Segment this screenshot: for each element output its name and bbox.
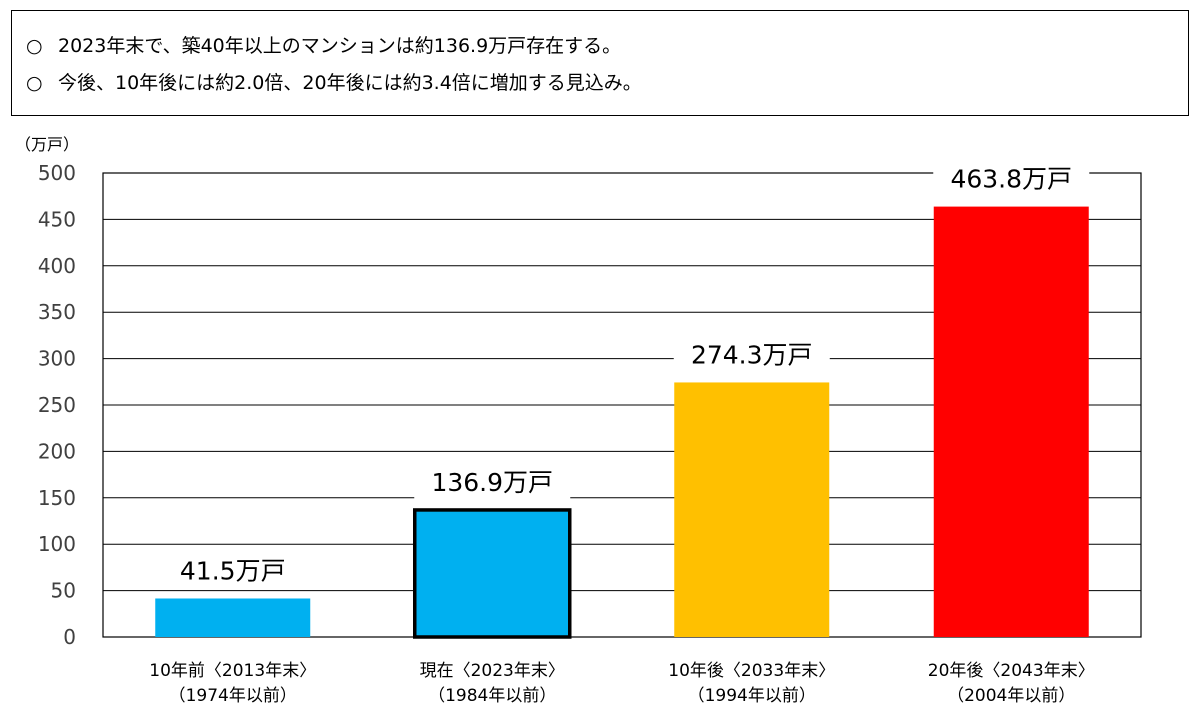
bullet-circle-icon: ○ [26, 35, 43, 57]
summary-text-2: 今後、10年後には約2.0倍、20年後には約3.4倍に増加する見込み。 [58, 72, 642, 94]
data-label-background [933, 160, 1090, 197]
summary-line-1: ○ 2023年末で、築40年以上のマンションは約136.9万戸存在する。 [26, 34, 621, 58]
y-tick-label: 450 [38, 207, 76, 231]
x-category-label: 現在〈2023年末〉 [420, 661, 565, 681]
y-tick-label: 50 [51, 579, 76, 603]
x-category-label: （2004年以前） [947, 686, 1075, 706]
x-category-label: （1974年以前） [169, 686, 297, 706]
bar [933, 206, 1089, 637]
data-label-background [414, 463, 571, 500]
y-tick-label: 350 [38, 300, 76, 324]
x-category-label: （1994年以前） [688, 686, 816, 706]
y-axis-unit-label: （万戸） [15, 135, 79, 154]
y-tick-label: 200 [38, 439, 76, 463]
bar [674, 382, 830, 637]
data-label: 463.8万戸 [950, 165, 1072, 194]
data-label-background [154, 552, 311, 589]
x-category-label: 10年後〈2033年末〉 [668, 661, 835, 681]
y-tick-label: 300 [38, 347, 76, 371]
y-tick-label: 400 [38, 254, 76, 278]
plot-frame [102, 172, 1142, 638]
data-label: 274.3万戸 [691, 340, 813, 369]
summary-box: ○ 2023年末で、築40年以上のマンションは約136.9万戸存在する。 ○ 今後、… [11, 10, 1189, 116]
y-tick-label: 150 [38, 486, 76, 510]
y-tick-label: 0 [63, 625, 76, 649]
x-category-label: 20年後〈2043年末〉 [928, 661, 1095, 681]
bar [413, 508, 572, 639]
bar [155, 598, 311, 637]
y-tick-label: 500 [38, 161, 76, 185]
data-label: 41.5万戸 [180, 556, 286, 585]
data-label: 136.9万戸 [431, 468, 553, 497]
y-tick-label: 100 [38, 532, 76, 556]
y-tick-label: 250 [38, 393, 76, 417]
summary-line-2: ○ 今後、10年後には約2.0倍、20年後には約3.4倍に増加する見込み。 [26, 71, 642, 95]
data-label-background [673, 336, 830, 373]
bullet-circle-icon: ○ [26, 72, 43, 94]
summary-text-1: 2023年末で、築40年以上のマンションは約136.9万戸存在する。 [58, 35, 622, 57]
x-category-label: 10年前〈2013年末〉 [149, 661, 316, 681]
x-category-label: （1984年以前） [428, 686, 556, 706]
